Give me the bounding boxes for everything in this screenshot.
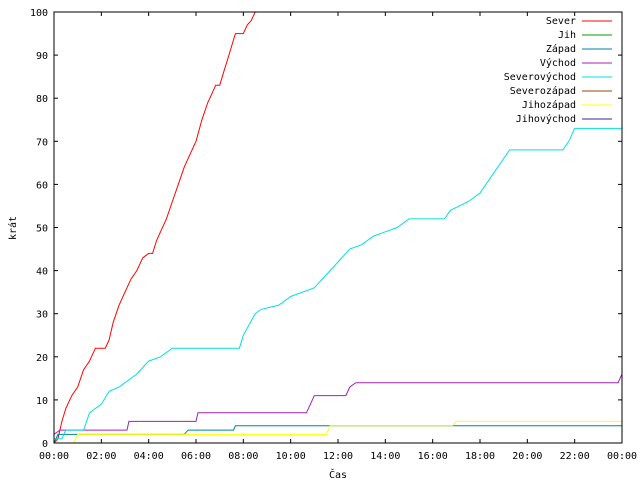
x-tick-label: 16:00 xyxy=(418,451,448,462)
x-tick-label: 06:00 xyxy=(181,451,211,462)
series-line-3 xyxy=(54,373,622,435)
legend-label: Jihozápad xyxy=(522,99,576,111)
y-tick-label: 0 xyxy=(42,439,48,450)
series-layer xyxy=(54,12,622,443)
series-line-4 xyxy=(54,127,622,440)
x-tick-label: 12:00 xyxy=(323,451,353,462)
x-axis-label: Čas xyxy=(329,468,347,480)
y-tick-label: 20 xyxy=(36,353,48,364)
x-tick-label: 10:00 xyxy=(276,451,306,462)
legend-label: Jihovýchod xyxy=(516,113,576,125)
y-axis-label: krát xyxy=(7,216,19,240)
x-tick-label: 02:00 xyxy=(86,451,116,462)
y-tick-label: 50 xyxy=(36,224,48,235)
y-tick-label: 70 xyxy=(36,137,48,148)
y-tick-label: 40 xyxy=(36,267,48,278)
series-line-2 xyxy=(54,425,622,443)
x-tick-label: 04:00 xyxy=(134,451,164,462)
legend: Sever Jih Západ Východ Severovýchod Severozáp… xyxy=(504,16,612,125)
legend-label: Severozápad xyxy=(510,85,576,97)
x-tick-label: 20:00 xyxy=(512,451,542,462)
y-tick-label: 60 xyxy=(36,180,48,191)
x-tick-label: 00:00 xyxy=(607,451,637,462)
legend-label: Jih xyxy=(558,30,576,41)
series-line-6 xyxy=(54,420,622,443)
x-tick-label: 00:00 xyxy=(39,451,69,462)
y-tick-label: 80 xyxy=(36,94,48,105)
y-tick-label: 100 xyxy=(30,8,48,19)
x-tick-label: 22:00 xyxy=(560,451,590,462)
legend-label: Východ xyxy=(540,57,576,69)
legend-label: Sever xyxy=(546,16,576,27)
y-tick-label: 90 xyxy=(36,51,48,62)
x-tick-label: 18:00 xyxy=(465,451,495,462)
legend-label: Severovýchod xyxy=(504,71,576,83)
y-tick-label: 30 xyxy=(36,310,48,321)
y-tick-label: 10 xyxy=(36,396,48,407)
axes-layer: 00:00 02:00 04:00 06:00 08:00 10:00 12:00 14:00… xyxy=(30,8,637,462)
x-tick-label: 08:00 xyxy=(228,451,258,462)
x-tick-label: 14:00 xyxy=(370,451,400,462)
series-line-0 xyxy=(54,12,256,443)
legend-label: Západ xyxy=(546,43,576,55)
